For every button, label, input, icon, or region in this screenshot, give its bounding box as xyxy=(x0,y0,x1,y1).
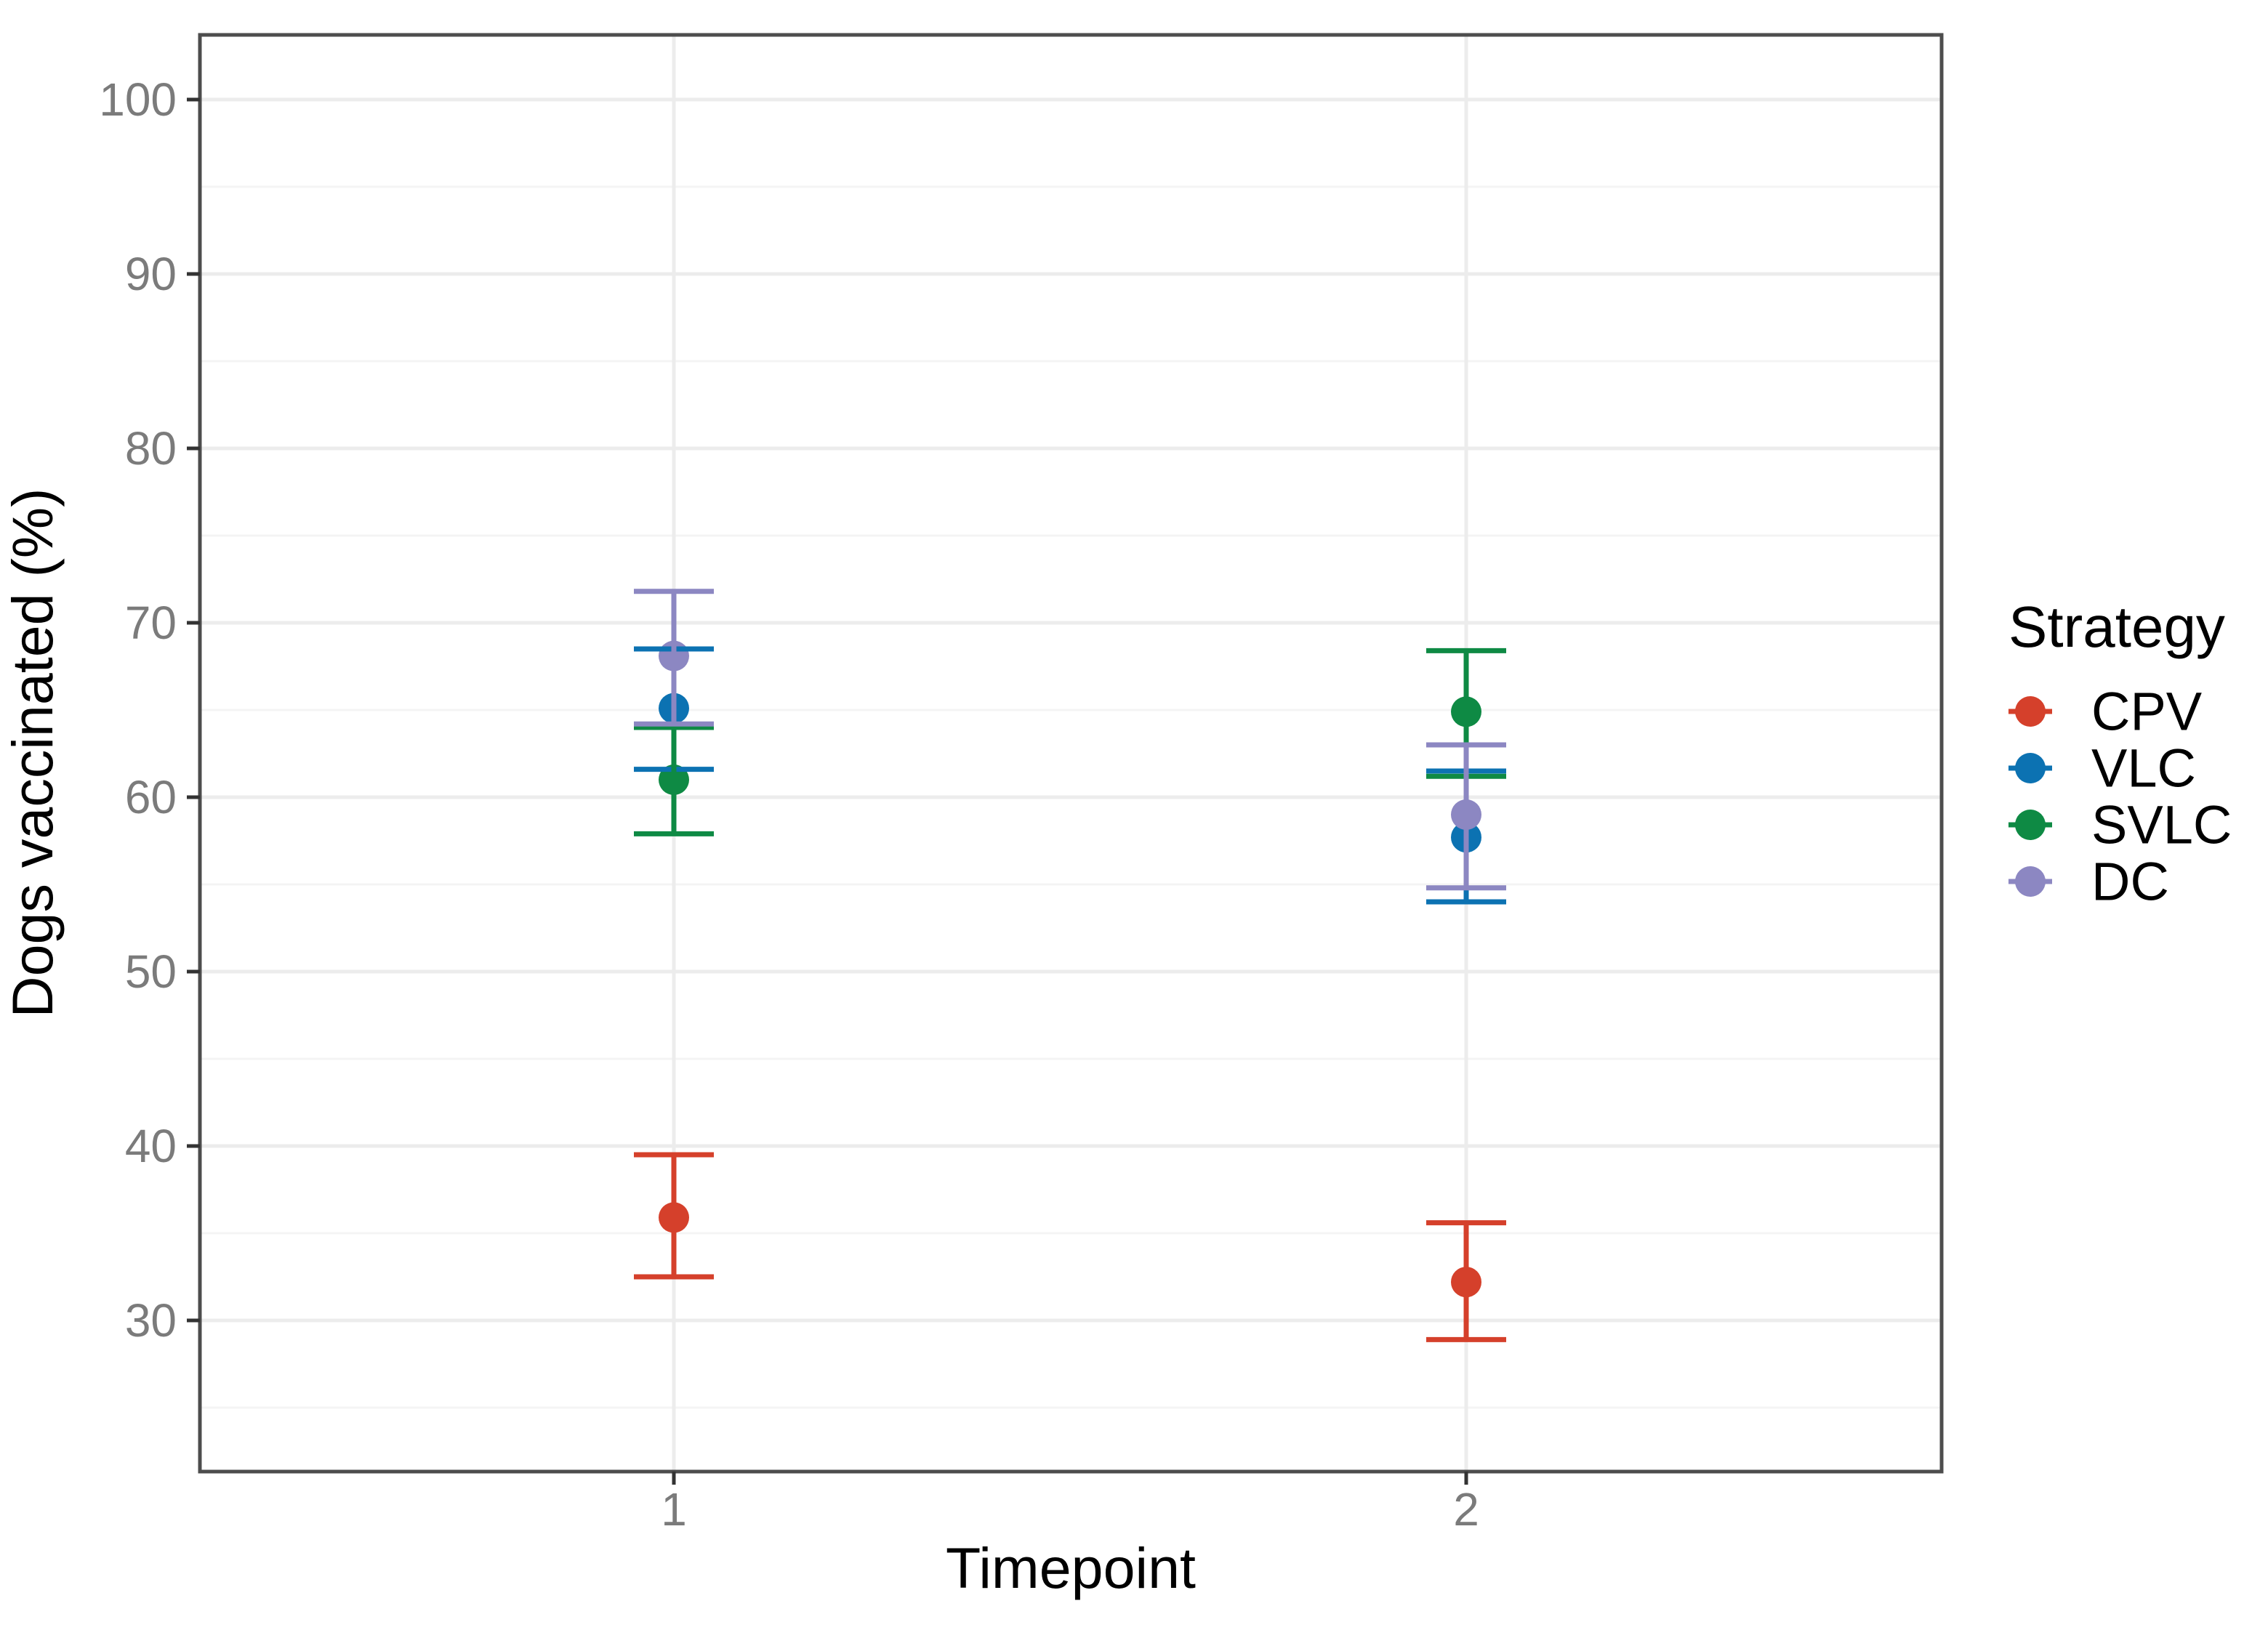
legend-item-label: DC xyxy=(2091,852,2169,912)
legend-item-label: VLC xyxy=(2091,738,2196,799)
legend-key-point xyxy=(2015,866,2046,897)
legend-key-point xyxy=(2015,753,2046,783)
gridlines-minor xyxy=(200,185,1942,1409)
legend-item-label: SVLC xyxy=(2091,795,2232,855)
errorbar-CPV-t2 xyxy=(1426,1220,1506,1342)
legend-item-VLC: VLC xyxy=(2008,738,2196,799)
errorbar-DC-t1 xyxy=(634,589,714,727)
y-tick-label: 100 xyxy=(99,73,177,126)
y-tick-label: 40 xyxy=(125,1120,177,1172)
plot-panel-border xyxy=(198,33,1944,1474)
errorbar-SVLC-t1 xyxy=(634,725,714,836)
y-tick-label: 50 xyxy=(125,945,177,998)
legend-title: Strategy xyxy=(2008,594,2225,659)
gridlines-major xyxy=(200,35,1942,1472)
legend-item-DC: DC xyxy=(2008,852,2169,912)
axis-tick-labels: 30 40 50 60 70 80 90 100 1 2 xyxy=(99,73,1479,1536)
x-axis-title: Timepoint xyxy=(946,1536,1196,1600)
legend-key-point xyxy=(2015,696,2046,727)
legend-item-CPV: CPV xyxy=(2008,682,2203,742)
errorbar-DC-t2 xyxy=(1426,742,1506,891)
x-tick-label: 1 xyxy=(661,1483,687,1536)
y-tick-label: 70 xyxy=(125,597,177,649)
legend-item-label: CPV xyxy=(2091,682,2203,742)
errorbars-layer xyxy=(634,589,1506,1342)
y-tick-label: 90 xyxy=(125,248,177,300)
y-tick-label: 80 xyxy=(125,422,177,475)
axis-ticks xyxy=(187,97,1468,1485)
legend-item-SVLC: SVLC xyxy=(2008,795,2232,855)
data-points-layer xyxy=(659,640,1481,1298)
y-tick-label: 30 xyxy=(125,1294,177,1347)
errorbar-CPV-t1 xyxy=(634,1152,714,1280)
legend-key-point xyxy=(2015,810,2046,840)
y-tick-label: 60 xyxy=(125,771,177,823)
y-axis-title: Dogs vaccinated (%) xyxy=(0,488,65,1018)
x-tick-label: 2 xyxy=(1453,1483,1479,1536)
